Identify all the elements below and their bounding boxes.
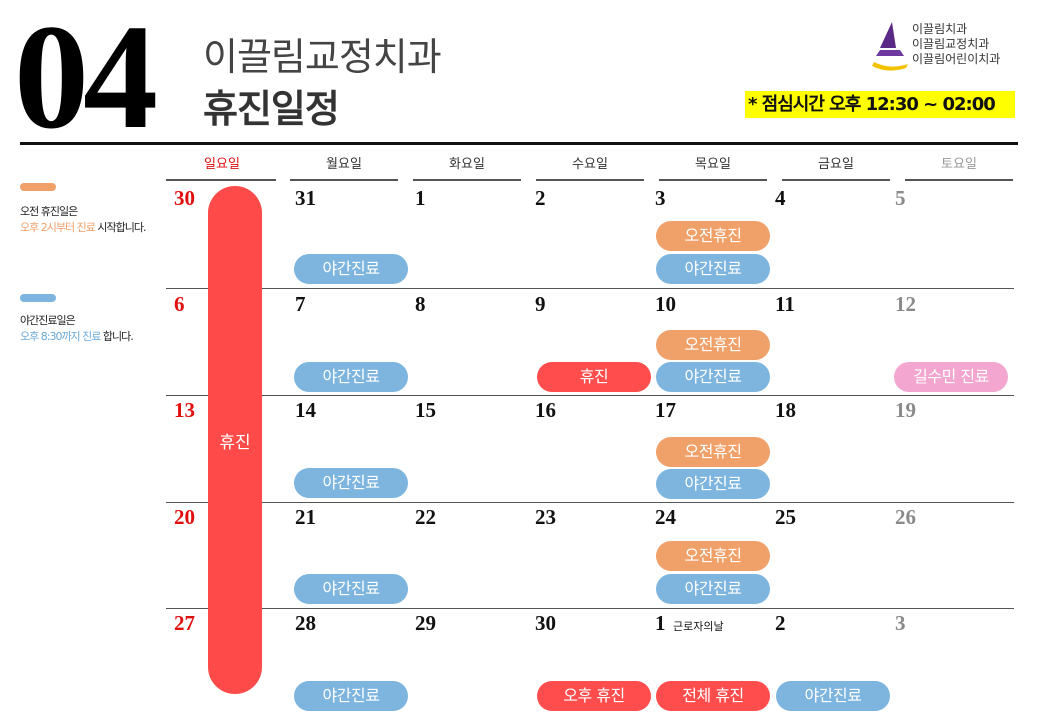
- day-number: 30: [174, 186, 195, 210]
- day-number: 23: [535, 505, 556, 529]
- logo-line-2: 이끌림교정치과: [912, 37, 990, 51]
- legend-morning-highlight: 오후 2시부터 진료: [20, 221, 96, 234]
- weekday-sunday: 일요일: [204, 157, 240, 172]
- night-clinic-pill: 야간진료: [776, 681, 890, 711]
- day-number: 27: [174, 611, 195, 635]
- day-number: 8: [415, 292, 426, 316]
- week-divider: [166, 395, 1014, 396]
- day-number: 18: [775, 398, 796, 422]
- week-divider: [166, 288, 1014, 289]
- weekday-rule: [782, 179, 890, 181]
- day-number: 3: [895, 611, 906, 635]
- morning-off-pill: 오전휴진: [656, 221, 770, 251]
- day-number: 7: [295, 292, 306, 316]
- weekday-tuesday: 화요일: [449, 157, 485, 172]
- day-number: 25: [775, 505, 796, 529]
- night-clinic-pill: 야간진료: [294, 362, 408, 392]
- day-number: 29: [415, 611, 436, 635]
- night-clinic-pill: 야간진료: [294, 254, 408, 284]
- day-number: 17: [655, 398, 676, 422]
- week-divider: [166, 608, 1014, 609]
- weekday-rule: [413, 179, 521, 181]
- weekday-monday: 월요일: [326, 157, 362, 172]
- day-number: 20: [174, 505, 195, 529]
- day-number: 9: [535, 292, 546, 316]
- legend-night-suffix: 합니다.: [100, 330, 134, 343]
- weekday-thursday: 목요일: [695, 157, 731, 172]
- legend-night-swatch: [20, 294, 56, 302]
- clinic-name: 이끌림교정치과: [203, 35, 442, 79]
- lunch-time-notice: * 점심시간 오후 12:30 ~ 02:00: [745, 91, 1015, 118]
- legend-night-line-2: 오후 8:30까지 진료 합니다.: [20, 329, 134, 345]
- day-number: 6: [174, 292, 185, 316]
- weekday-rule: [290, 179, 398, 181]
- guest-doctor-pill: 길수민 진료: [894, 362, 1008, 392]
- day-number: 22: [415, 505, 436, 529]
- clinic-logo: 이끌림치과 이끌림교정치과 이끌림어린이치과: [870, 20, 1030, 76]
- weekday-saturday: 토요일: [941, 157, 977, 172]
- night-clinic-pill: 야간진료: [656, 254, 770, 284]
- weekday-rule: [166, 179, 276, 181]
- night-clinic-pill: 야간진료: [656, 574, 770, 604]
- sunday-closed-bar: 휴진: [208, 186, 262, 694]
- morning-off-pill: 오전휴진: [656, 437, 770, 467]
- weekday-friday: 금요일: [818, 157, 854, 172]
- legend-night-highlight: 오후 8:30까지 진료: [20, 330, 101, 343]
- weekday-rule: [905, 179, 1013, 181]
- day-number: 4: [775, 186, 786, 210]
- day-number: 26: [895, 505, 916, 529]
- day-number: 21: [295, 505, 316, 529]
- day-number: 12: [895, 292, 916, 316]
- day-number: 2: [535, 186, 546, 210]
- logo-icon: [872, 22, 908, 71]
- night-clinic-pill: 야간진료: [294, 574, 408, 604]
- legend-morning-line-1: 오전 휴진일은: [20, 205, 78, 218]
- holiday-note: 근로자의날: [673, 620, 724, 633]
- night-clinic-pill: 야간진료: [656, 469, 770, 499]
- closed-pill: 휴진: [537, 362, 651, 392]
- day-number: 13: [174, 398, 195, 422]
- legend-morning-suffix: 시작합니다.: [94, 221, 146, 234]
- month-number: 04: [14, 0, 158, 160]
- morning-off-pill: 오전휴진: [656, 330, 770, 360]
- day-number: 28: [295, 611, 316, 635]
- night-clinic-pill: 야간진료: [656, 362, 770, 392]
- header-divider: [20, 142, 1018, 145]
- day-number: 10: [655, 292, 676, 316]
- day-number: 31: [295, 186, 316, 210]
- day-number: 11: [775, 292, 795, 316]
- logo-line-1: 이끌림치과: [912, 22, 968, 36]
- legend-morning-text: 오전 휴진일은 오후 2시부터 진료 시작합니다.: [20, 204, 146, 236]
- day-number: 1: [415, 186, 426, 210]
- day-number: 1: [655, 611, 666, 635]
- week-divider: [166, 502, 1014, 503]
- afternoon-off-pill: 오후 휴진: [537, 681, 651, 711]
- day-number: 16: [535, 398, 556, 422]
- weekday-rule: [659, 179, 767, 181]
- day-number: 30: [535, 611, 556, 635]
- day-number: 14: [295, 398, 316, 422]
- logo-line-3: 이끌림어린이치과: [912, 52, 1001, 66]
- legend-morning-line-2: 오후 2시부터 진료 시작합니다.: [20, 220, 146, 236]
- day-number: 19: [895, 398, 916, 422]
- morning-off-pill: 오전휴진: [656, 541, 770, 571]
- weekday-wednesday: 수요일: [572, 157, 608, 172]
- legend-night-line-1: 야간진료일은: [20, 314, 76, 327]
- night-clinic-pill: 야간진료: [294, 681, 408, 711]
- night-clinic-pill: 야간진료: [294, 468, 408, 498]
- legend-night-text: 야간진료일은 오후 8:30까지 진료 합니다.: [20, 313, 134, 345]
- page-title: 휴진일정: [203, 87, 340, 131]
- weekday-rule: [536, 179, 644, 181]
- sunday-closed-label: 휴진: [219, 433, 251, 453]
- day-number: 2: [775, 611, 786, 635]
- day-number: 3: [655, 186, 666, 210]
- day-number: 24: [655, 505, 676, 529]
- day-number: 15: [415, 398, 436, 422]
- legend-morning-swatch: [20, 183, 56, 191]
- day-number: 5: [895, 186, 906, 210]
- full-off-pill: 전체 휴진: [656, 681, 770, 711]
